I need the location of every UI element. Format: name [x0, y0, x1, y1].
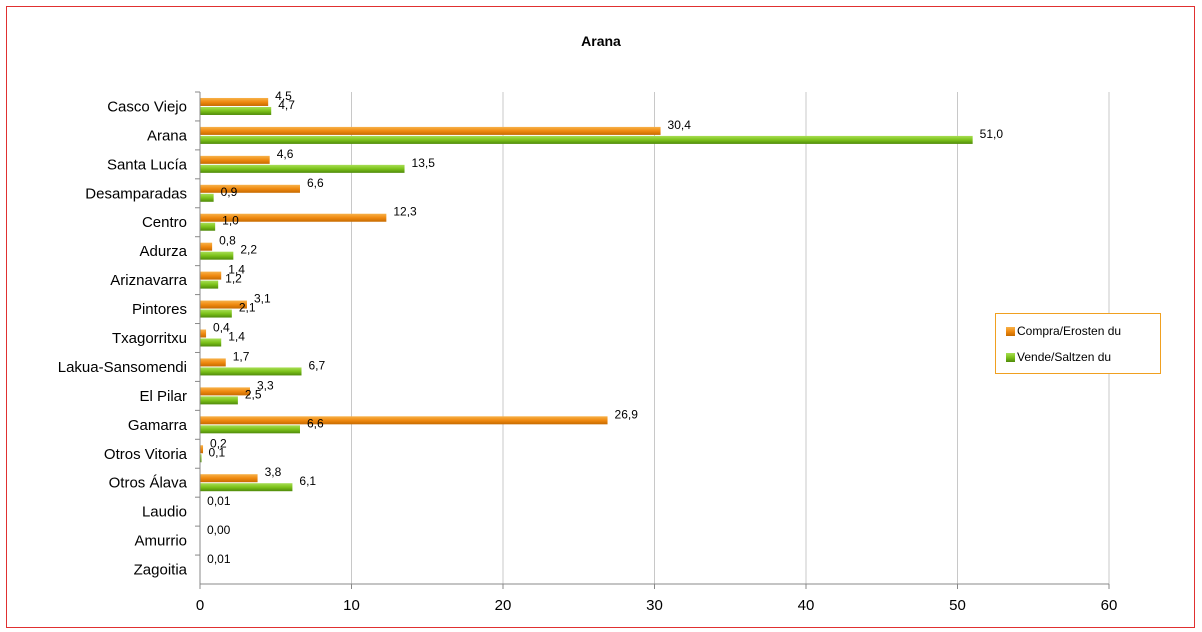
bar — [200, 396, 238, 405]
data-label: 2,1 — [239, 301, 256, 315]
category-label: Desamparadas — [85, 185, 187, 202]
bar — [200, 135, 973, 144]
bar — [200, 155, 270, 164]
bar — [200, 474, 258, 483]
x-tick-label: 10 — [343, 597, 360, 614]
bar — [200, 213, 387, 222]
data-label: 0,8 — [219, 234, 236, 248]
category-label: Laudio — [142, 504, 187, 521]
data-label: 13,5 — [412, 156, 436, 170]
data-label: 6,1 — [299, 474, 316, 488]
legend-label-vende: Vende/Saltzen du — [1017, 350, 1112, 364]
category-label: Ariznavarra — [110, 272, 187, 289]
bar — [200, 184, 300, 193]
bar — [200, 454, 202, 463]
legend-swatch-green — [1006, 353, 1015, 362]
legend-label-compra: Compra/Erosten du — [1017, 324, 1122, 338]
legend: Compra/Erosten du Vende/Saltzen du — [995, 313, 1161, 374]
data-label: 3,3 — [257, 378, 274, 392]
category-label: Arana — [147, 127, 188, 144]
bar — [200, 309, 232, 318]
data-label: 26,9 — [615, 407, 639, 421]
data-label: 2,2 — [240, 243, 257, 257]
data-label: 0,1 — [209, 445, 226, 459]
bar — [200, 425, 300, 434]
data-label: 0,01 — [207, 494, 231, 508]
data-label: 1,7 — [233, 349, 250, 363]
data-label: 0,4 — [213, 321, 230, 335]
data-label: 1,4 — [228, 330, 245, 344]
bar — [200, 106, 272, 115]
bar — [200, 164, 405, 173]
category-label: Txagorritxu — [112, 330, 187, 347]
data-label: 0,2 — [210, 436, 227, 450]
bar — [200, 193, 214, 202]
data-label: 30,4 — [668, 118, 692, 132]
bar — [200, 251, 234, 260]
category-label: Pintores — [132, 301, 187, 318]
data-label: 4,6 — [277, 147, 294, 161]
bar — [200, 300, 247, 309]
data-label: 6,7 — [309, 358, 326, 372]
bar — [200, 338, 222, 347]
x-tick-label: 50 — [949, 597, 966, 614]
category-label: Otros Vitoria — [104, 446, 188, 463]
x-tick-label: 60 — [1101, 597, 1118, 614]
x-tick-label: 0 — [196, 597, 204, 614]
category-label: El Pilar — [139, 388, 187, 405]
bar — [200, 222, 216, 231]
chart-title: Arana — [581, 33, 621, 49]
category-label: Centro — [142, 214, 187, 231]
x-tick-label: 20 — [495, 597, 512, 614]
data-label: 4,7 — [278, 98, 295, 112]
bar — [200, 416, 608, 425]
bar — [200, 329, 207, 338]
bar — [200, 271, 222, 280]
bar — [200, 387, 250, 396]
legend-item-vende: Vende/Saltzen du — [1006, 350, 1111, 364]
bar — [200, 358, 226, 367]
data-label: 12,3 — [393, 205, 417, 219]
data-label: 3,1 — [254, 292, 271, 306]
data-label: 1,0 — [222, 214, 239, 228]
x-tick-label: 30 — [646, 597, 663, 614]
data-label: 6,6 — [307, 416, 324, 430]
legend-swatch-orange — [1006, 327, 1015, 336]
data-label: 0,00 — [207, 523, 231, 537]
bar — [200, 367, 302, 376]
bar — [200, 445, 204, 454]
category-label: Casco Viejo — [107, 98, 187, 115]
data-label: 1,4 — [228, 263, 245, 277]
category-label: Santa Lucía — [107, 156, 188, 173]
bar — [200, 126, 661, 135]
bar — [200, 242, 213, 251]
category-label: Zagoitia — [134, 562, 188, 579]
category-label: Amurrio — [134, 533, 187, 550]
data-label: 6,6 — [307, 176, 324, 190]
data-label: 4,5 — [275, 89, 292, 103]
category-label: Lakua-Sansomendi — [58, 359, 187, 376]
x-tick-label: 40 — [798, 597, 815, 614]
data-label: 0,01 — [207, 552, 231, 566]
bar — [200, 97, 269, 106]
category-label: Adurza — [139, 243, 187, 260]
legend-item-compra: Compra/Erosten du — [1006, 324, 1121, 338]
category-label: Gamarra — [128, 417, 188, 434]
data-label: 3,8 — [265, 465, 282, 479]
bar — [200, 280, 219, 289]
category-label: Otros Álava — [109, 475, 188, 492]
data-label: 1,2 — [225, 272, 242, 286]
bar — [200, 483, 293, 492]
data-label: 0,9 — [221, 185, 238, 199]
data-label: 51,0 — [980, 127, 1004, 141]
data-label: 2,5 — [245, 387, 262, 401]
